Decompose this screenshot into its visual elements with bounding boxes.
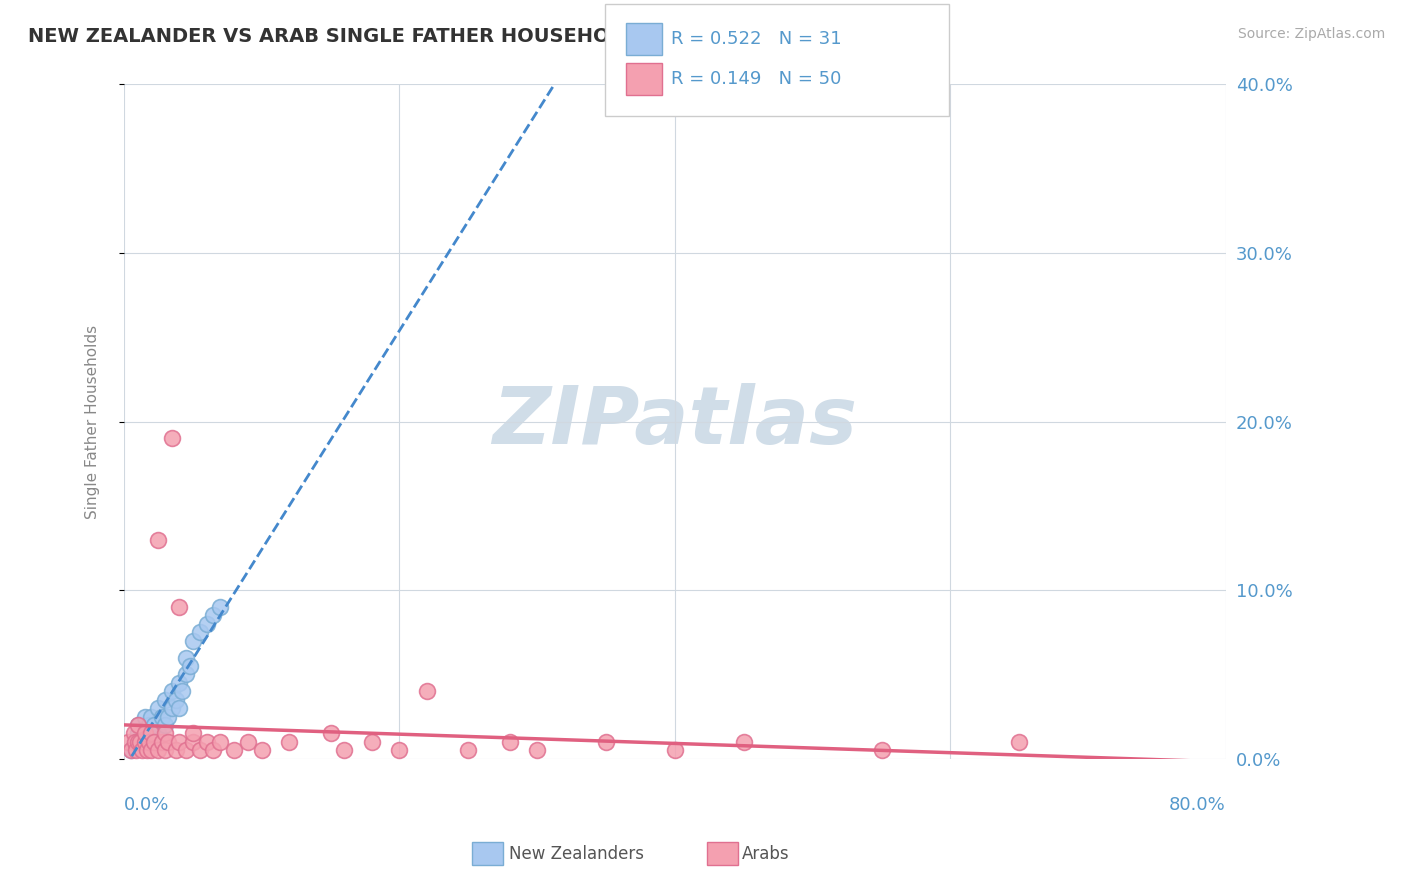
Point xyxy=(870,743,893,757)
Text: NEW ZEALANDER VS ARAB SINGLE FATHER HOUSEHOLDS CORRELATION CHART: NEW ZEALANDER VS ARAB SINGLE FATHER HOUS… xyxy=(28,27,893,45)
Point xyxy=(160,701,183,715)
Point xyxy=(319,726,342,740)
Point xyxy=(167,735,190,749)
Point xyxy=(141,743,163,757)
Point xyxy=(143,718,166,732)
Point xyxy=(155,743,177,757)
Point xyxy=(127,726,149,740)
Point xyxy=(122,726,145,740)
Text: 80.0%: 80.0% xyxy=(1170,796,1226,814)
Point xyxy=(526,743,548,757)
Point xyxy=(179,659,201,673)
Point xyxy=(117,735,139,749)
Point xyxy=(152,735,174,749)
Point xyxy=(733,735,755,749)
Point xyxy=(134,709,156,723)
Point xyxy=(148,726,170,740)
Point xyxy=(148,701,170,715)
Point xyxy=(388,743,411,757)
Point xyxy=(136,743,159,757)
Point xyxy=(141,735,163,749)
Point xyxy=(141,709,163,723)
Point xyxy=(174,650,197,665)
Point xyxy=(134,735,156,749)
Point xyxy=(155,718,177,732)
Point xyxy=(124,735,146,749)
Point xyxy=(360,735,382,749)
Y-axis label: Single Father Households: Single Father Households xyxy=(86,325,100,518)
Point xyxy=(278,735,301,749)
Point xyxy=(224,743,246,757)
Point xyxy=(138,735,160,749)
Text: Source: ZipAtlas.com: Source: ZipAtlas.com xyxy=(1237,27,1385,41)
Point xyxy=(127,735,149,749)
Point xyxy=(174,667,197,681)
Point xyxy=(170,684,193,698)
Point xyxy=(129,735,152,749)
Point xyxy=(498,735,520,749)
Point xyxy=(127,718,149,732)
Point xyxy=(595,735,617,749)
Point xyxy=(141,726,163,740)
Point xyxy=(250,743,273,757)
Point xyxy=(195,735,218,749)
Point xyxy=(127,718,149,732)
Point xyxy=(131,743,153,757)
Point xyxy=(129,735,152,749)
Point xyxy=(209,735,232,749)
Text: Arabs: Arabs xyxy=(742,845,790,863)
Point xyxy=(120,743,142,757)
Point xyxy=(143,735,166,749)
Point xyxy=(134,726,156,740)
Text: R = 0.149   N = 50: R = 0.149 N = 50 xyxy=(671,70,841,88)
Point xyxy=(209,600,232,615)
Point xyxy=(124,735,146,749)
Text: ZIPatlas: ZIPatlas xyxy=(492,383,858,460)
Point xyxy=(156,735,179,749)
Point xyxy=(134,726,156,740)
Point xyxy=(152,709,174,723)
Text: 0.0%: 0.0% xyxy=(124,796,169,814)
Point xyxy=(1008,735,1031,749)
Point xyxy=(181,735,204,749)
Point xyxy=(156,709,179,723)
Point xyxy=(148,533,170,547)
Point xyxy=(155,726,177,740)
Point xyxy=(125,743,148,757)
Point xyxy=(160,684,183,698)
Point xyxy=(120,743,142,757)
Text: New Zealanders: New Zealanders xyxy=(509,845,644,863)
Point xyxy=(457,743,479,757)
Point xyxy=(195,616,218,631)
Point xyxy=(188,625,211,640)
Point xyxy=(202,608,225,623)
Point xyxy=(181,633,204,648)
Point xyxy=(333,743,356,757)
Point xyxy=(165,693,187,707)
Point xyxy=(165,743,187,757)
Point xyxy=(167,676,190,690)
Point xyxy=(664,743,686,757)
Point xyxy=(148,743,170,757)
Text: R = 0.522   N = 31: R = 0.522 N = 31 xyxy=(671,30,841,48)
Point xyxy=(188,743,211,757)
Point xyxy=(236,735,259,749)
Point xyxy=(202,743,225,757)
Point xyxy=(416,684,439,698)
Point xyxy=(167,600,190,615)
Point xyxy=(160,432,183,446)
Point xyxy=(155,693,177,707)
Point xyxy=(181,726,204,740)
Point xyxy=(138,718,160,732)
Point xyxy=(174,743,197,757)
Point xyxy=(167,701,190,715)
